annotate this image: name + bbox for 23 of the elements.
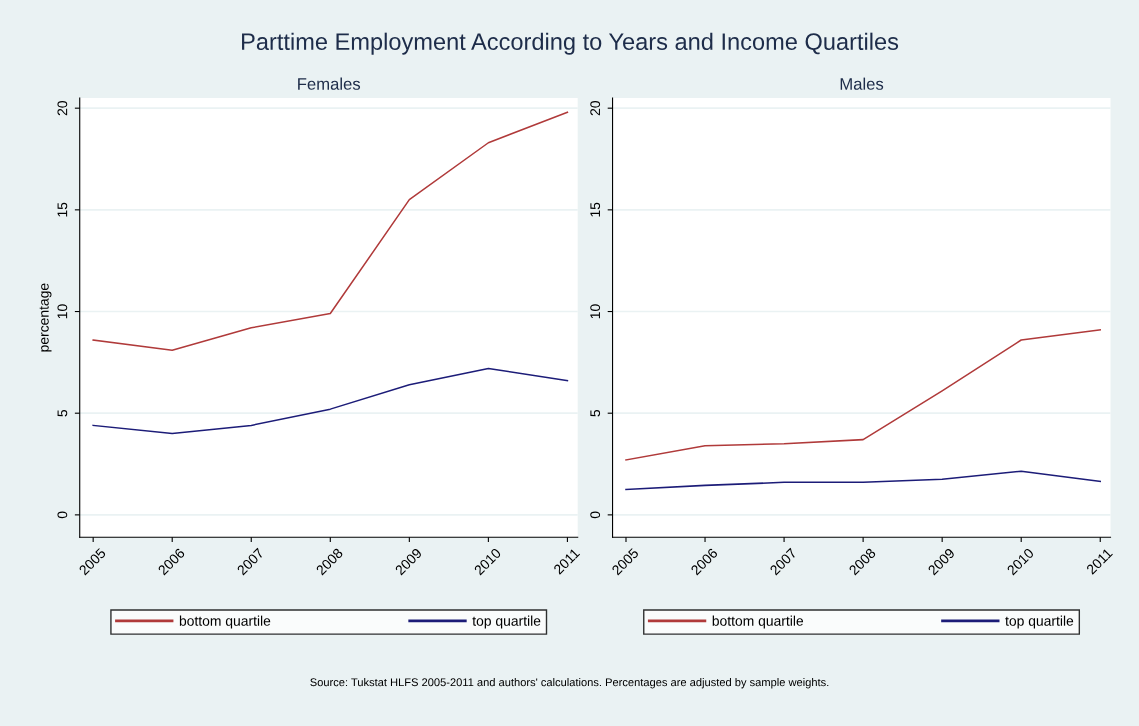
- y-tick-label: 0: [590, 511, 601, 519]
- legend-label: bottom quartile: [179, 615, 271, 629]
- chart-title: Parttime Employment According to Years and Income Quartiles: [242, 32, 899, 55]
- line-series: [92, 111, 569, 351]
- y-tick-label: 15: [57, 202, 68, 217]
- y-tick-label: 0: [57, 511, 68, 519]
- legend-label: top quartile: [1005, 615, 1074, 629]
- y-tick-label: 10: [57, 304, 68, 319]
- y-tick-label: 15: [590, 202, 601, 217]
- legend-label: top quartile: [472, 615, 541, 629]
- y-tick-label: 5: [590, 409, 601, 417]
- y-tick-label: 20: [57, 101, 68, 116]
- line-series: [625, 470, 1102, 491]
- y-tick-label: 5: [57, 409, 68, 417]
- line-series: [625, 329, 1102, 461]
- y-axis-title: percentage: [39, 283, 52, 352]
- chart-subtitle: Males: [840, 77, 884, 90]
- legend-label: bottom quartile: [712, 615, 804, 629]
- line-series: [92, 367, 569, 435]
- chart-subtitle: Females: [298, 77, 361, 90]
- y-tick-label: 20: [590, 101, 601, 116]
- source-note: Source: Tukstat HLFS 2005-2011 and authors' calculations. Percentages are adjusted by sample weights.: [310, 678, 829, 689]
- y-tick-label: 10: [590, 304, 601, 319]
